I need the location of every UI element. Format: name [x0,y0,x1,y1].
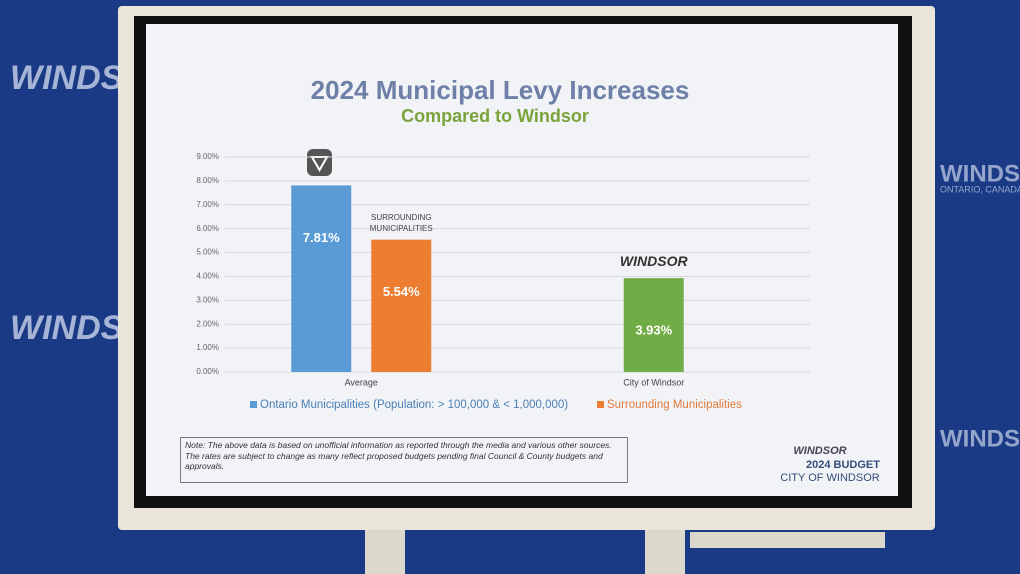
legend-swatch [250,401,257,408]
y-tick-label: 9.00% [196,152,219,161]
y-tick-label: 7.00% [196,200,219,209]
value-label: 7.81% [303,230,340,245]
screen [146,24,898,496]
legend-swatch [597,401,604,408]
y-tick-label: 0.00% [196,367,219,376]
x-tick-label: City of Windsor [623,377,684,387]
value-label: 5.54% [383,284,420,299]
y-tick-label: 5.00% [196,248,219,257]
footer-line1: 2024 BUDGET [806,459,880,471]
backdrop-logo: WINDSOR [940,425,1020,452]
bar [623,278,684,372]
bar-annotation: MUNICIPALITIES [370,224,433,233]
legend-label: Ontario Municipalities (Population: > 10… [260,399,568,411]
footer-line2: CITY OF WINDSOR [780,472,879,484]
y-tick-label: 6.00% [196,224,219,233]
y-tick-label: 3.00% [196,295,219,304]
chart-subtitle: Compared to Windsor [401,106,589,126]
bar [291,185,352,372]
chart-title: 2024 Municipal Levy Increases [311,75,690,105]
bar-logo: WINDSOR [620,253,689,269]
trillium-icon [307,149,332,176]
legend-label: Surrounding Municipalities [607,399,742,411]
y-tick-label: 1.00% [196,343,219,352]
y-tick-label: 4.00% [196,272,219,281]
y-tick-label: 2.00% [196,319,219,328]
y-tick-label: 8.00% [196,176,219,185]
x-tick-label: Average [345,377,378,387]
backdrop-logo: WINDSOR [940,160,1020,187]
bar-annotation: SURROUNDING [371,213,431,222]
value-label: 3.93% [635,323,672,338]
note: Note: The above data is based on unoffic… [180,437,628,483]
bar [371,239,432,372]
footer-logo: WINDSOR [793,445,846,457]
soundbar [690,532,885,548]
backdrop-place: ONTARIO, CANADA [940,184,1020,194]
